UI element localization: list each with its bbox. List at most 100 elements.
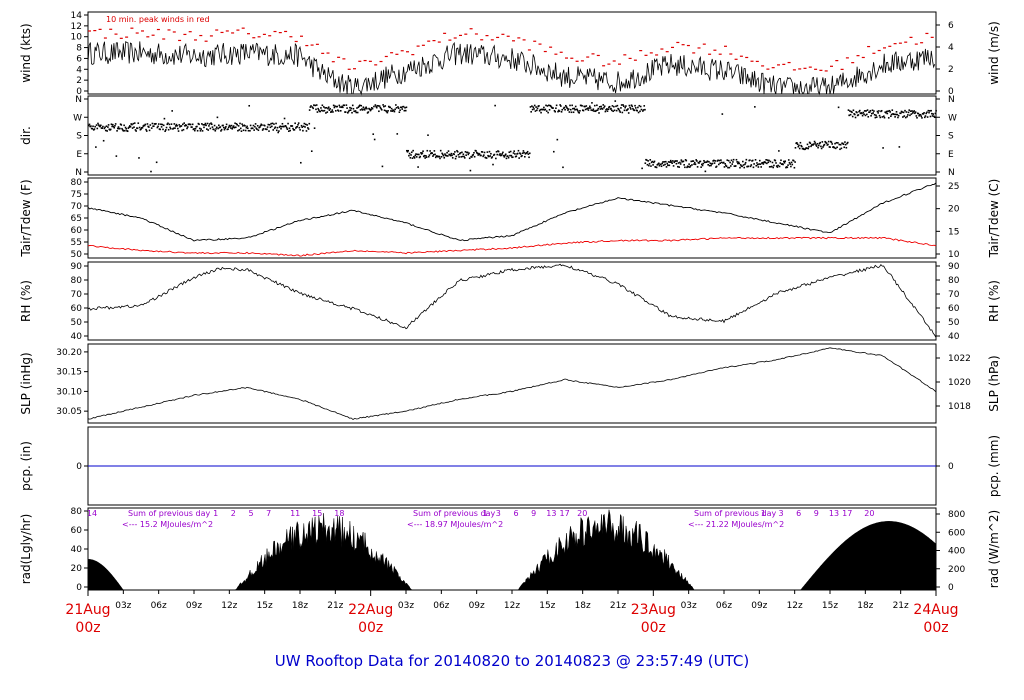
dir-point: [422, 150, 424, 153]
dir-point: [655, 166, 658, 169]
dir-point: [641, 167, 643, 170]
x-hour-tick-label: 09z: [751, 601, 767, 611]
dir-point: [356, 107, 358, 109]
wind-peak-mark: [294, 40, 298, 43]
dir-point: [512, 156, 514, 158]
dir-point: [577, 109, 579, 112]
dir-point: [769, 160, 772, 163]
dir-point: [391, 110, 394, 112]
wind-peak-mark: [300, 35, 303, 37]
dir-point: [425, 156, 428, 159]
dir-point: [281, 122, 284, 125]
rh-trace: [87, 263, 937, 338]
dir-point: [915, 115, 918, 117]
dir-point: [340, 106, 343, 109]
dir-point: [133, 122, 136, 124]
dir-point: [244, 129, 247, 132]
dir-point: [630, 104, 633, 107]
dir-point: [569, 108, 572, 111]
dir-point: [514, 153, 516, 155]
dir-point: [755, 164, 758, 167]
rad-y2tick-label: 0: [948, 583, 954, 593]
wind-peak-mark: [565, 57, 568, 59]
dir-point: [288, 127, 291, 130]
dir-point: [587, 109, 590, 111]
dir-point: [280, 125, 283, 128]
dir-point: [770, 165, 773, 168]
wind-peak-mark: [618, 63, 621, 65]
dir-point: [846, 141, 849, 144]
dir-point: [798, 147, 801, 150]
dir-point: [254, 125, 256, 128]
slp-trace: [87, 347, 937, 420]
dir-point: [504, 154, 506, 157]
dir-point: [167, 122, 169, 125]
dir-point: [622, 105, 625, 107]
dir-point: [588, 107, 590, 109]
dir-point: [810, 145, 812, 148]
rad-sum-value: <--- 15.2 MJoules/m^2: [122, 520, 213, 529]
dir-point: [544, 108, 547, 111]
wind-peak-mark: [421, 44, 425, 46]
dir-point: [639, 110, 641, 113]
dir-point: [554, 110, 556, 113]
dir-point: [413, 157, 416, 159]
dir-point: [754, 159, 757, 161]
dir-point: [929, 115, 932, 118]
wind-peak-mark: [867, 45, 871, 48]
dir-point: [866, 113, 868, 116]
wind-peak-mark: [448, 39, 452, 41]
x-date-sub-label: 00z: [641, 620, 666, 636]
wind-peak-mark: [559, 51, 563, 53]
wind-peak-mark: [88, 30, 91, 32]
dir-point: [356, 111, 359, 114]
dir-point: [122, 130, 125, 132]
wind-peak-mark: [98, 28, 102, 30]
dir-point: [923, 112, 925, 114]
dir-point: [591, 102, 593, 104]
dir-point: [146, 123, 149, 125]
x-hour-tick-label: 21z: [610, 601, 626, 611]
wind-ylabel: wind (kts): [19, 23, 33, 82]
temp-y2label: Tair/Tdew (C): [987, 179, 1001, 259]
wind-peak-mark: [713, 49, 717, 51]
dir-point: [931, 112, 933, 115]
dir-point: [121, 129, 124, 131]
dir-point: [834, 142, 836, 145]
dir-point: [713, 159, 715, 162]
dir-point: [694, 163, 697, 166]
dir-point: [94, 125, 96, 128]
dir-point: [517, 149, 520, 152]
wind-peak-mark: [538, 43, 542, 45]
rad-hour-mark: 20: [864, 509, 874, 518]
dir-point: [711, 162, 714, 165]
dir-point: [368, 108, 371, 110]
dir-point: [121, 127, 123, 130]
rad-ytick-label: 80: [71, 507, 83, 517]
dir-point: [252, 124, 255, 127]
wind-peak-mark: [416, 45, 420, 47]
dir-point: [343, 104, 346, 107]
dir-point: [95, 124, 98, 126]
dir-point: [443, 156, 446, 159]
dir-point: [708, 164, 711, 167]
dir-point: [361, 109, 364, 111]
dir-point: [883, 115, 885, 118]
dir-point: [148, 129, 151, 132]
dir-point: [328, 109, 331, 111]
dir-point: [446, 155, 449, 157]
dir-point: [137, 122, 140, 124]
dir-point: [926, 116, 929, 118]
dir-point: [445, 154, 448, 157]
dir-point: [440, 155, 443, 158]
rh-y2label: RH (%): [987, 280, 1001, 322]
dir-point: [333, 106, 336, 109]
dir-point: [307, 128, 310, 130]
dir-point: [418, 156, 421, 159]
dir-point: [669, 159, 672, 162]
dir-point: [454, 157, 457, 160]
rh-y2tick-label: 90: [948, 262, 960, 272]
wind-peak-mark: [835, 59, 839, 62]
dir-point: [849, 110, 851, 112]
